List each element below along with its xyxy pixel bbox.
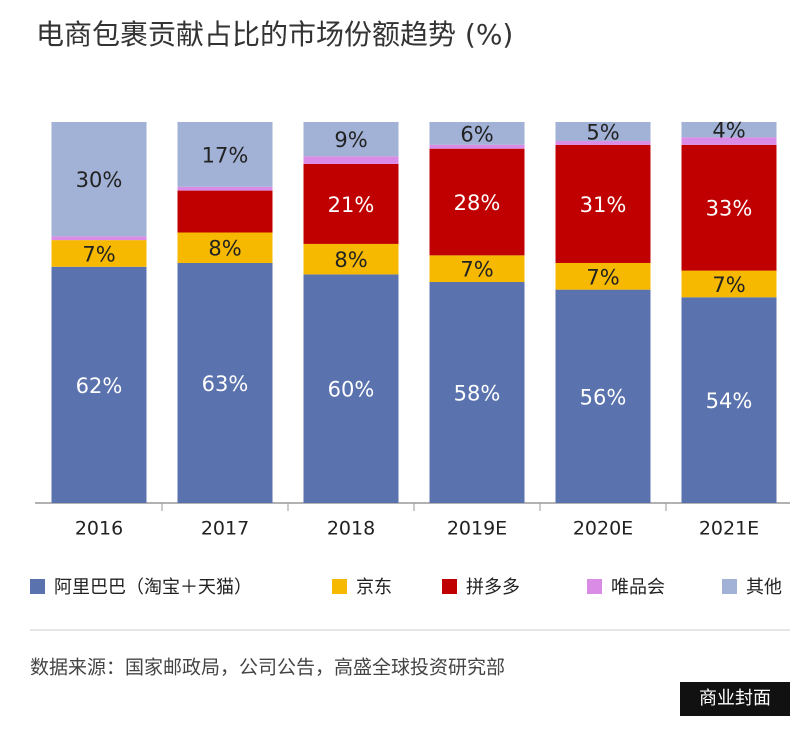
x-tick-label: 2018 xyxy=(327,518,375,540)
bar-segment xyxy=(555,141,651,145)
data-label: 7% xyxy=(460,258,493,282)
legend-swatch xyxy=(30,579,45,594)
bar-segment xyxy=(51,240,147,267)
legend-label: 阿里巴巴（淘宝＋天猫） xyxy=(54,577,252,598)
data-label: 31% xyxy=(580,193,627,217)
bar-segment xyxy=(303,274,399,503)
bar-segment xyxy=(429,255,525,283)
data-label: 54% xyxy=(706,389,753,413)
watermark-bg xyxy=(680,682,790,716)
bar-segment xyxy=(681,297,777,503)
bar-segment xyxy=(429,148,525,256)
legend-swatch xyxy=(722,579,737,594)
data-label: 8% xyxy=(208,237,241,261)
data-label: 21% xyxy=(328,193,375,217)
x-tick-label: 2020E xyxy=(573,518,633,540)
legend-label: 唯品会 xyxy=(611,577,665,598)
bar-segment xyxy=(51,266,147,503)
data-label: 9% xyxy=(334,128,367,152)
data-label: 33% xyxy=(706,197,753,221)
data-label: 17% xyxy=(202,143,249,167)
bar-segment xyxy=(429,144,525,149)
source-note: 数据来源：国家邮政局，公司公告，高盛全球投资研究部 xyxy=(30,657,505,679)
bar-segment xyxy=(303,122,399,157)
data-label: 30% xyxy=(76,168,123,192)
bar-segment xyxy=(51,122,147,237)
data-label: 7% xyxy=(82,242,115,266)
bar-segment xyxy=(429,122,525,145)
bar-segment xyxy=(303,156,399,164)
bar-segment xyxy=(555,122,651,142)
legend: 阿里巴巴（淘宝＋天猫） 京东 拼多多 唯品会 其他 xyxy=(30,577,782,598)
bar-segment xyxy=(177,186,273,191)
legend-swatch xyxy=(587,579,602,594)
data-label: 7% xyxy=(712,273,745,297)
legend-swatch xyxy=(332,579,347,594)
bar-segment xyxy=(555,144,651,263)
bar-segment xyxy=(681,137,777,145)
legend-label: 拼多多 xyxy=(466,577,520,598)
bar-segment xyxy=(303,243,399,275)
bar-segment xyxy=(681,270,777,298)
x-tick-label: 2021E xyxy=(699,518,759,540)
data-label: 4% xyxy=(712,119,745,143)
x-tick-label: 2017 xyxy=(201,518,249,540)
bar-segment xyxy=(429,282,525,503)
bar-segment xyxy=(555,289,651,503)
bar-segment xyxy=(177,122,273,187)
data-label: 56% xyxy=(580,385,627,409)
data-label: 60% xyxy=(328,378,375,402)
bar-segment xyxy=(177,232,273,263)
bar-segment xyxy=(51,236,147,241)
bar-segment xyxy=(177,190,273,233)
legend-label: 其他 xyxy=(746,577,782,598)
data-label: 28% xyxy=(454,191,501,215)
data-label: 6% xyxy=(460,122,493,146)
data-label: 63% xyxy=(202,372,249,396)
legend-label: 京东 xyxy=(356,577,392,598)
x-tick-label: 2019E xyxy=(447,518,507,540)
chart-title: 电商包裹贡献占比的市场份额趋势 (%) xyxy=(36,18,513,51)
legend-swatch xyxy=(442,579,457,594)
bar-segment xyxy=(681,144,777,271)
data-label: 5% xyxy=(586,121,619,145)
data-label: 7% xyxy=(586,265,619,289)
bar-segment xyxy=(681,122,777,138)
data-label: 58% xyxy=(454,382,501,406)
data-label: 62% xyxy=(76,374,123,398)
bar-segment xyxy=(303,163,399,244)
bar-segment xyxy=(555,262,651,290)
watermark: 商业封面 xyxy=(699,688,771,709)
bar-segment xyxy=(177,262,273,503)
data-label: 8% xyxy=(334,248,367,272)
x-tick-label: 2016 xyxy=(75,518,123,540)
